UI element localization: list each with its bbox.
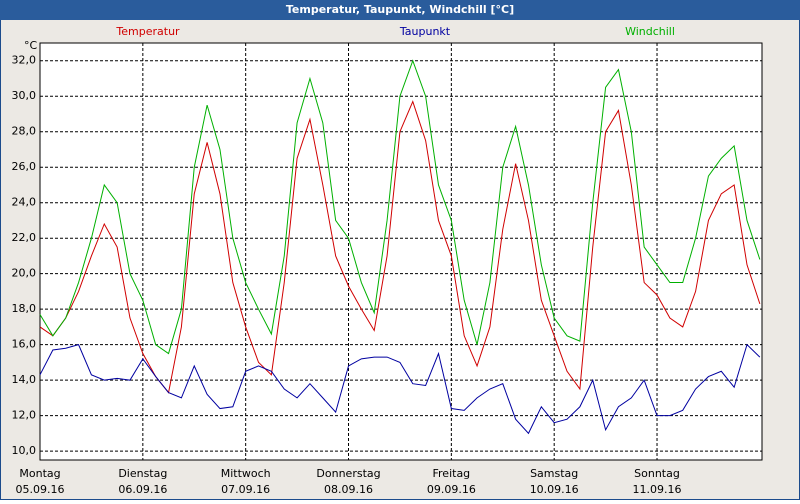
y-tick-label: 28,0 bbox=[12, 125, 37, 138]
y-tick-label: 12,0 bbox=[12, 409, 37, 422]
y-tick-label: 32,0 bbox=[12, 54, 37, 67]
y-tick-label: 18,0 bbox=[12, 302, 37, 315]
x-tick-label: Sonntag bbox=[634, 467, 680, 480]
y-tick-label: 20,0 bbox=[12, 267, 37, 280]
y-tick-label: 26,0 bbox=[12, 160, 37, 173]
y-axis-label: °C bbox=[24, 39, 38, 52]
y-tick-label: 24,0 bbox=[12, 196, 37, 209]
legend-entry: Taupunkt bbox=[399, 25, 451, 38]
x-tick-label: Donnerstag bbox=[316, 467, 380, 480]
x-tick-label: Freitag bbox=[433, 467, 471, 480]
y-tick-label: 14,0 bbox=[12, 373, 37, 386]
title-bar bbox=[0, 0, 800, 20]
y-tick-label: 22,0 bbox=[12, 231, 37, 244]
x-tick-date: 06.09.16 bbox=[118, 483, 167, 496]
legend-entry: Temperatur bbox=[115, 25, 180, 38]
window-title: Temperatur, Taupunkt, Windchill [°C] bbox=[286, 3, 514, 16]
x-tick-label: Montag bbox=[19, 467, 60, 480]
x-tick-label: Samstag bbox=[530, 467, 578, 480]
x-tick-label: Dienstag bbox=[118, 467, 167, 480]
series-line bbox=[39, 343, 761, 435]
x-tick-label: Mittwoch bbox=[221, 467, 271, 480]
series-line bbox=[39, 59, 761, 355]
x-tick-date: 05.09.16 bbox=[16, 483, 65, 496]
plot-area bbox=[39, 42, 763, 461]
y-tick-label: 10,0 bbox=[12, 444, 37, 457]
x-tick-date: 07.09.16 bbox=[221, 483, 270, 496]
y-tick-label: 16,0 bbox=[12, 338, 37, 351]
y-tick-label: 30,0 bbox=[12, 89, 37, 102]
x-tick-date: 09.09.16 bbox=[427, 483, 476, 496]
x-tick-date: 11.09.16 bbox=[633, 483, 682, 496]
x-tick-date: 08.09.16 bbox=[324, 483, 373, 496]
legend-entry: Windchill bbox=[625, 25, 675, 38]
x-tick-date: 10.09.16 bbox=[530, 483, 579, 496]
